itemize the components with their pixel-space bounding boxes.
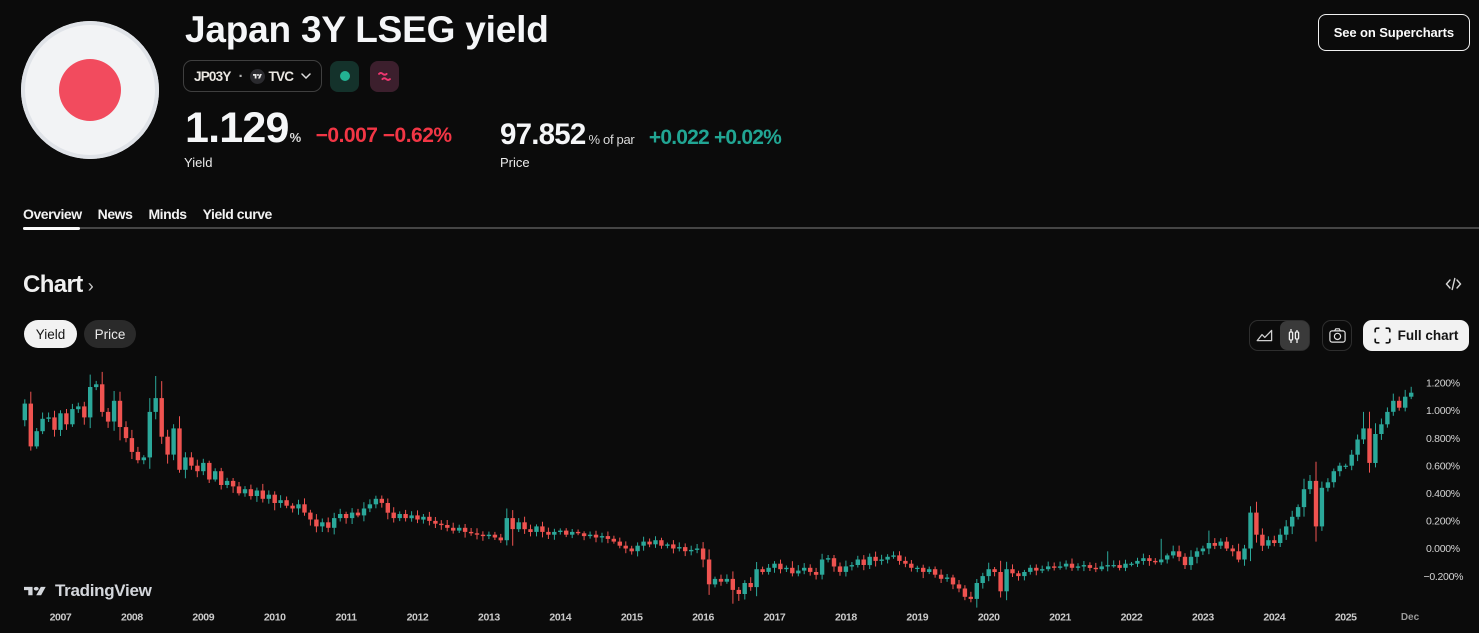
svg-text:2012: 2012 [407, 612, 429, 624]
svg-text:2017: 2017 [764, 612, 786, 624]
svg-text:2023: 2023 [1192, 612, 1214, 624]
svg-text:1.200%: 1.200% [1426, 378, 1460, 390]
svg-text:0.000%: 0.000% [1426, 543, 1460, 555]
svg-text:2019: 2019 [906, 612, 928, 624]
svg-text:1.000%: 1.000% [1426, 405, 1460, 417]
svg-text:2025: 2025 [1335, 612, 1357, 624]
svg-text:−0.200%: −0.200% [1424, 571, 1464, 583]
svg-text:2015: 2015 [621, 612, 643, 624]
svg-text:2018: 2018 [835, 612, 857, 624]
svg-text:2007: 2007 [50, 612, 72, 624]
svg-text:2010: 2010 [264, 612, 286, 624]
svg-text:2011: 2011 [336, 612, 358, 624]
svg-text:2024: 2024 [1263, 612, 1285, 624]
svg-text:2013: 2013 [478, 612, 500, 624]
svg-text:2016: 2016 [692, 612, 714, 624]
svg-text:0.600%: 0.600% [1426, 460, 1460, 472]
svg-text:0.400%: 0.400% [1426, 488, 1460, 500]
svg-text:0.800%: 0.800% [1426, 433, 1460, 445]
svg-text:2020: 2020 [978, 612, 1000, 624]
svg-text:2014: 2014 [549, 612, 571, 624]
svg-text:2022: 2022 [1121, 612, 1143, 624]
svg-text:2008: 2008 [121, 612, 143, 624]
svg-text:2021: 2021 [1049, 612, 1071, 624]
svg-text:0.200%: 0.200% [1426, 516, 1460, 528]
svg-text:2009: 2009 [192, 612, 214, 624]
svg-text:Dec: Dec [1401, 612, 1420, 623]
